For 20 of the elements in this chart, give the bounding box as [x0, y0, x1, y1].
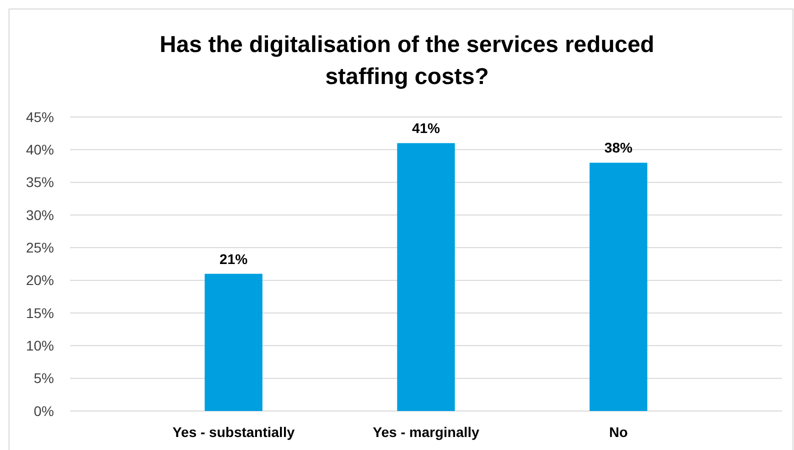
- data-label: 41%: [412, 120, 441, 136]
- x-tick-label: Yes - substantially: [172, 424, 295, 440]
- data-label: 38%: [604, 140, 633, 156]
- bar: [204, 274, 262, 411]
- x-tick-label: No: [609, 424, 628, 440]
- y-tick-label: 40%: [26, 142, 54, 158]
- x-tick-label: Yes - marginally: [372, 424, 480, 440]
- y-tick-label: 20%: [26, 272, 54, 288]
- y-tick-label: 45%: [26, 108, 54, 125]
- y-tick-label: 35%: [26, 174, 54, 190]
- y-tick-label: 5%: [34, 370, 54, 386]
- bar: [590, 162, 648, 411]
- bar: [397, 143, 455, 411]
- chart-title: Has the digitalisation of the services reduced staffing costs?: [160, 31, 654, 89]
- y-tick-label: 0%: [34, 402, 54, 419]
- y-tick-label: 15%: [26, 304, 54, 321]
- y-tick-label: 10%: [26, 338, 54, 354]
- y-tick-label: 30%: [26, 206, 54, 223]
- y-tick-label: 25%: [26, 240, 54, 256]
- data-label: 21%: [220, 250, 248, 267]
